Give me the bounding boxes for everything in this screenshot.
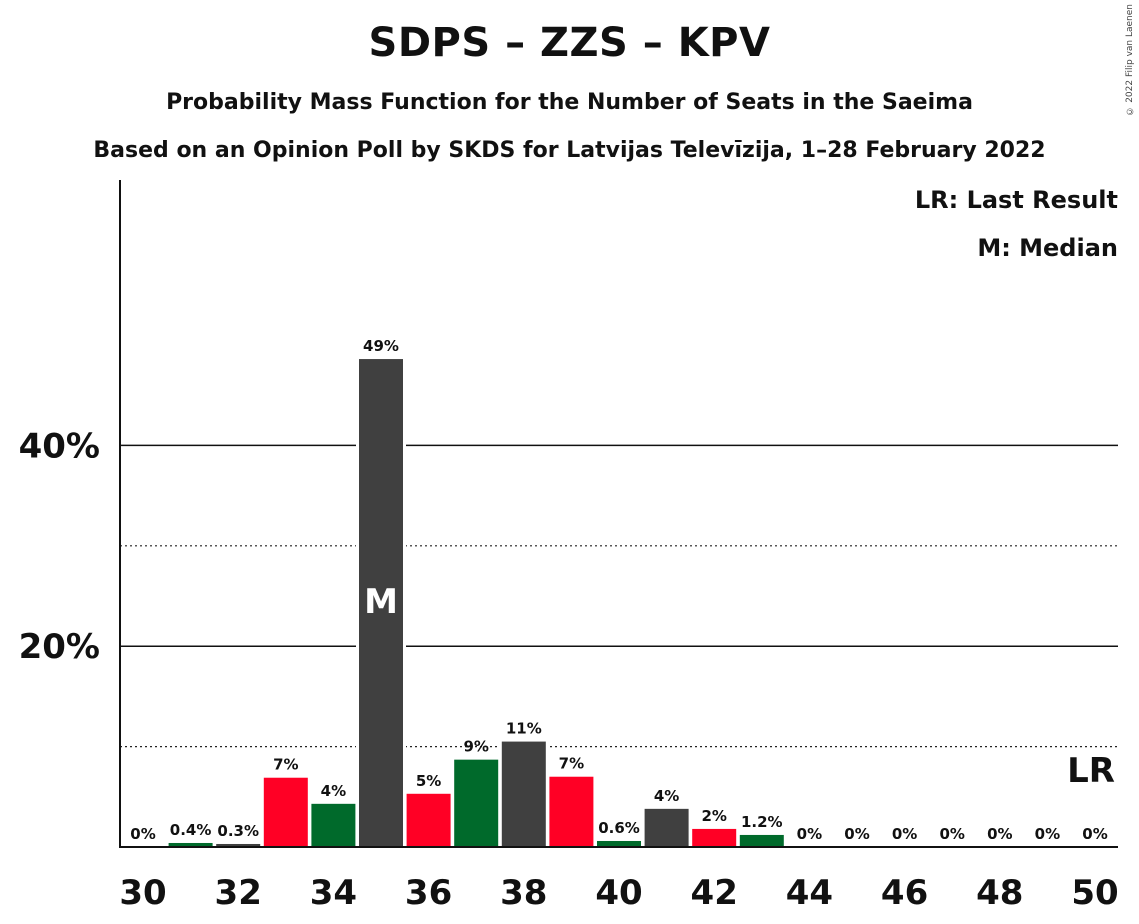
legend-last-result: LR: Last Result (915, 186, 1118, 214)
x-tick-label: 46 (881, 873, 928, 913)
bar-value-label: 0.6% (598, 819, 640, 837)
bar-value-label: 0% (1035, 825, 1060, 843)
x-tick-label: 36 (405, 873, 452, 913)
x-tick-label: 42 (691, 873, 738, 913)
last-result-marker: LR (1067, 751, 1115, 791)
x-tick-label: 48 (976, 873, 1023, 913)
bar-seats-42 (692, 828, 737, 847)
bar-value-label: 9% (463, 738, 488, 756)
chart-subtitle: Probability Mass Function for the Number… (166, 90, 973, 115)
x-tick-label: 38 (500, 873, 547, 913)
bars (165, 356, 787, 847)
chart-title: SDPS – ZZS – KPV (368, 20, 771, 66)
bar-seats-36 (406, 793, 451, 847)
bar-value-label: 0% (797, 825, 822, 843)
bar-seats-41 (644, 808, 689, 847)
median-marker: M (364, 582, 398, 622)
bar-seats-31 (168, 842, 213, 847)
axes: 20% 40% 30 32 34 36 38 40 42 44 46 48 50 (19, 180, 1119, 913)
bar-seats-37 (454, 759, 499, 847)
legend-median: M: Median (977, 234, 1118, 262)
y-tick-label: 40% (19, 426, 100, 466)
bar-value-label: 0% (939, 825, 964, 843)
bar-seats-38 (501, 741, 546, 847)
bar-value-label: 2% (701, 807, 726, 825)
x-tick-label: 44 (786, 873, 833, 913)
bar-value-label: 0.4% (170, 821, 212, 839)
bar-value-label: 0% (130, 825, 155, 843)
x-tick-label: 50 (1071, 873, 1118, 913)
bar-value-label: 7% (273, 756, 298, 774)
chart-source-subtitle: Based on an Opinion Poll by SKDS for Lat… (93, 138, 1046, 163)
x-tick-label: 30 (119, 873, 166, 913)
bar-value-label: 4% (321, 782, 346, 800)
bar-value-label: 0% (987, 825, 1012, 843)
x-tick-label: 40 (595, 873, 642, 913)
bar-seats-35 (359, 359, 403, 847)
bar-value-label: 11% (506, 720, 542, 738)
bar-seats-39 (549, 776, 594, 847)
bar-seats-40 (597, 840, 641, 847)
bar-seats-33 (263, 777, 308, 847)
bar-seats-32 (216, 843, 261, 847)
x-tick-label: 32 (215, 873, 262, 913)
bar-value-label: 0% (844, 825, 869, 843)
bar-value-label: 1.2% (741, 813, 783, 831)
x-tick-label: 34 (310, 873, 357, 913)
bar-value-label: 0.3% (217, 822, 259, 840)
bar-value-label: 4% (654, 787, 679, 805)
bar-value-label: 5% (416, 772, 441, 790)
bar-seats-34 (311, 803, 356, 847)
bar-value-label: 49% (363, 337, 399, 355)
gridlines (120, 444, 1118, 748)
bar-value-label: 0% (1082, 825, 1107, 843)
bar-labels: 0% 0.4% 0.3% 7% 4% 49% 5% 9% 11% 7% 0.6% 4% 2% 1.2% 0%… (130, 337, 1115, 843)
y-tick-label: 20% (19, 627, 100, 667)
bar-value-label: 7% (559, 755, 584, 773)
bar-seats-43 (739, 834, 784, 847)
bar-value-label: 0% (892, 825, 917, 843)
